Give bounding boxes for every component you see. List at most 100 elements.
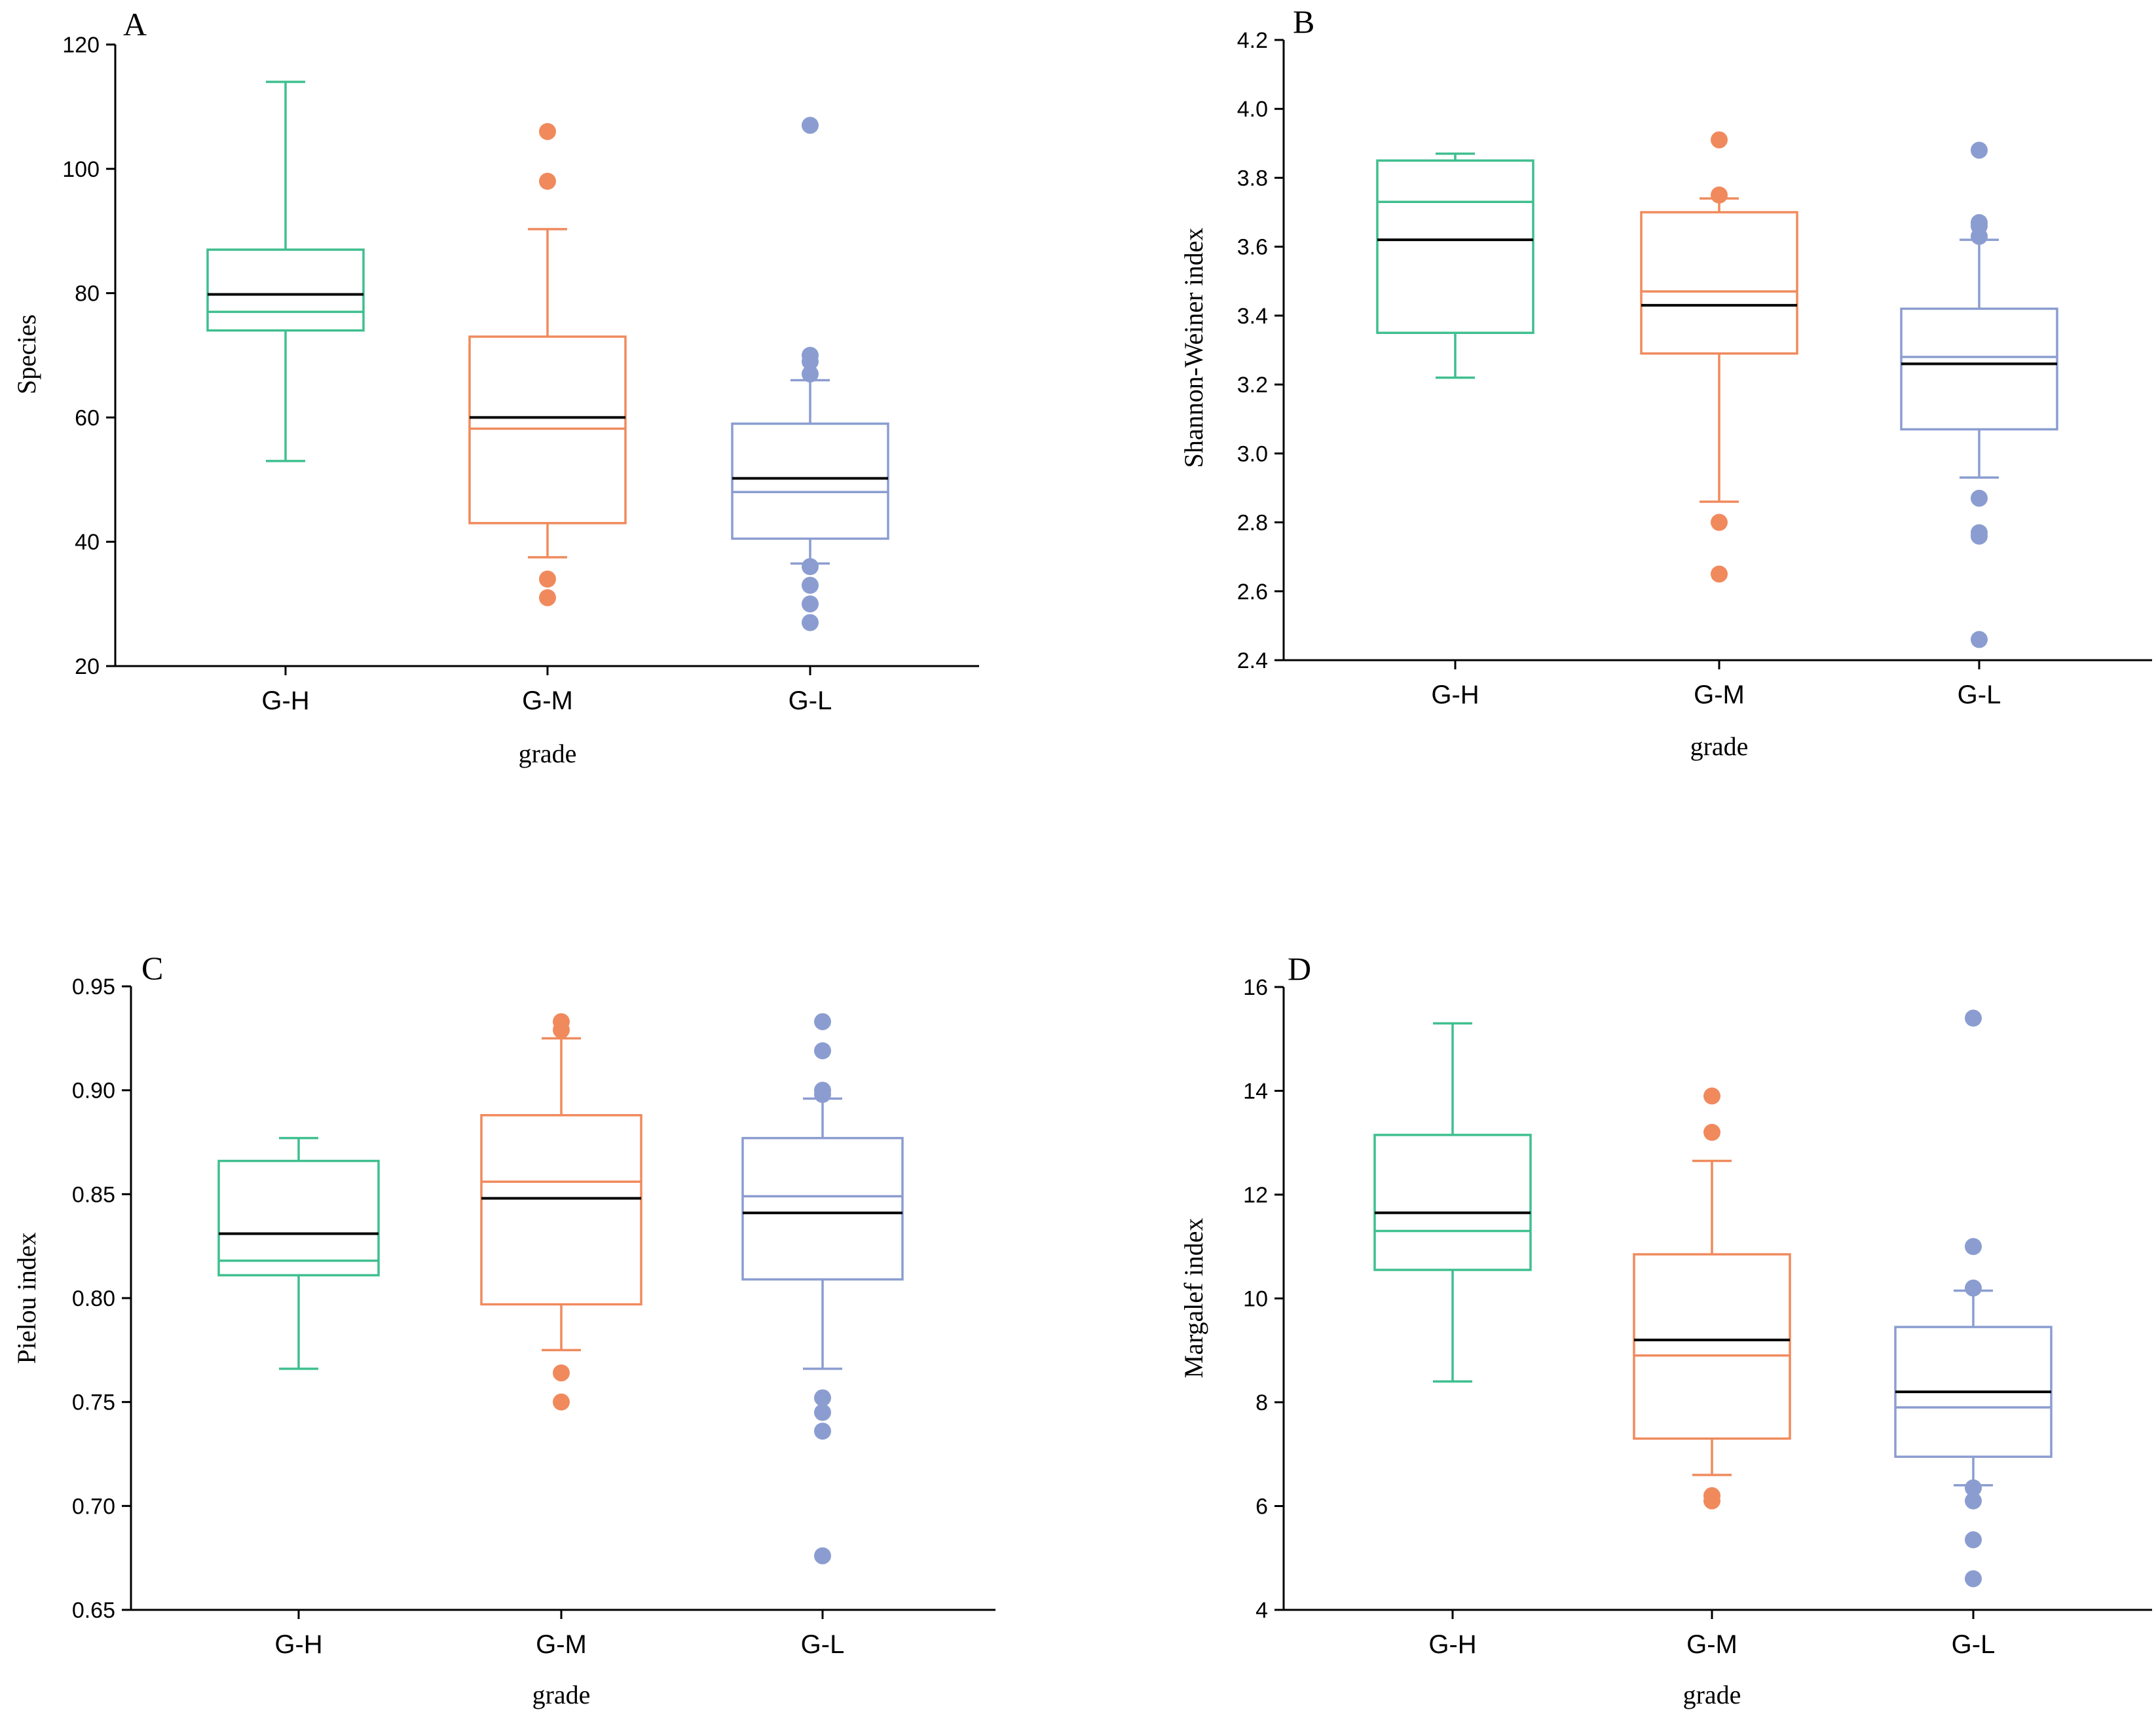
iqr-box [480, 1113, 642, 1306]
panel-a: A Species grade 20 40 60 80 100 120 G-H G-M G-L [12, 6, 979, 768]
outlier-point [1965, 1279, 1982, 1297]
x-tick-label: G-L [789, 686, 832, 715]
panel-label: B [1293, 3, 1314, 40]
outlier-point [1703, 1123, 1720, 1141]
y-axis-title: Pielou index [12, 1232, 41, 1364]
outlier-point [814, 1404, 831, 1421]
outlier-point [814, 1547, 831, 1565]
y-tick-label: 2.8 [1237, 511, 1268, 536]
x-tick-label: G-L [1958, 680, 2001, 709]
outlier-point [539, 589, 556, 606]
outlier-point [553, 1013, 570, 1030]
x-tick-label: G-H [1428, 1630, 1476, 1659]
y-tick-label: 0.65 [72, 1598, 115, 1623]
x-tick-label: G-H [261, 686, 309, 715]
outlier-point [1971, 489, 1988, 507]
outlier-point [802, 595, 819, 613]
outlier-point [1703, 1487, 1720, 1504]
iqr-box [1900, 307, 2058, 431]
outlier-point [539, 122, 556, 140]
y-tick-label: 0.85 [72, 1182, 115, 1207]
iqr-box [468, 335, 627, 525]
y-tick-label: 3.6 [1237, 235, 1268, 260]
outlier-point [1971, 524, 1988, 542]
y-tick-label: 4.2 [1237, 28, 1268, 53]
outlier-point [1965, 1009, 1982, 1027]
x-axis-title: grade [519, 739, 577, 768]
y-tick-label: 10 [1243, 1287, 1268, 1312]
y-tick-label: 2.6 [1237, 580, 1268, 605]
x-tick-label: G-H [274, 1630, 322, 1659]
y-tick-label: 0.95 [72, 975, 115, 999]
iqr-box [206, 248, 365, 332]
plot-area: 0.65 0.70 0.75 0.80 0.85 0.90 0.95 G-H G-M G-L [72, 975, 995, 1659]
x-tick-label: G-M [1694, 680, 1745, 709]
panel-label: A [123, 6, 147, 43]
y-tick-label: 2.4 [1237, 648, 1268, 673]
y-axis-title: Margalef index [1179, 1218, 1208, 1379]
x-axis-title: grade [1683, 1680, 1741, 1709]
panel-label: D [1288, 950, 1311, 987]
iqr-box [1633, 1253, 1791, 1440]
panel-c: C Pielou index grade 0.65 0.70 0.75 0.80 0.8… [12, 950, 995, 1709]
outlier-point [553, 1364, 570, 1382]
plot-area: 2.4 2.6 2.8 3.0 3.2 3.4 3.6 3.8 4.0 4.2 G-H G-M G-L [1237, 28, 2152, 709]
iqr-box [217, 1159, 380, 1276]
y-tick-label: 3.4 [1237, 304, 1268, 329]
y-tick-label: 80 [75, 282, 100, 307]
y-tick-label: 14 [1243, 1079, 1268, 1104]
outlier-point [1711, 565, 1728, 583]
plot-area: 20 40 60 80 100 120 G-H G-M G-L [62, 33, 979, 715]
panel-d: D Margalef index grade 4 6 8 10 12 14 16 G-H G-M… [1179, 950, 2152, 1709]
y-tick-label: 20 [75, 654, 100, 679]
outlier-point [553, 1393, 570, 1411]
y-tick-label: 8 [1255, 1390, 1268, 1415]
outlier-point [1965, 1479, 1982, 1497]
y-tick-label: 3.2 [1237, 373, 1268, 398]
outlier-point [1703, 1087, 1720, 1105]
y-tick-label: 6 [1255, 1495, 1268, 1519]
x-axis-title: grade [1690, 732, 1749, 761]
y-tick-label: 16 [1243, 975, 1268, 1000]
iqr-box [731, 422, 889, 540]
outlier-point [802, 346, 819, 364]
outlier-point [802, 365, 819, 382]
x-tick-label: G-H [1431, 680, 1479, 709]
iqr-box [1373, 1134, 1532, 1271]
y-tick-label: 3.8 [1237, 166, 1268, 191]
x-tick-label: G-M [536, 1630, 587, 1659]
x-axis-title: grade [532, 1680, 591, 1709]
y-axis-title: Species [12, 314, 41, 394]
y-tick-label: 60 [75, 405, 100, 430]
outlier-point [802, 576, 819, 594]
outlier-point [814, 1042, 831, 1060]
y-tick-label: 0.80 [72, 1286, 115, 1311]
x-tick-label: G-M [1686, 1630, 1738, 1659]
panel-b: B Shannon-Weiner index grade 2.4 2.6 2.8 3.… [1179, 3, 2152, 761]
outlier-point [1965, 1492, 1982, 1510]
outlier-point [1965, 1570, 1982, 1588]
y-tick-label: 0.70 [72, 1494, 115, 1519]
outlier-point [1711, 513, 1728, 531]
outlier-point [1971, 141, 1988, 159]
y-tick-label: 40 [75, 530, 100, 555]
y-tick-label: 4.0 [1237, 97, 1268, 122]
outlier-point [814, 1013, 831, 1030]
outlier-point [1965, 1531, 1982, 1549]
outlier-point [814, 1389, 831, 1407]
iqr-box [741, 1136, 904, 1281]
outlier-point [539, 172, 556, 190]
y-tick-label: 3.0 [1237, 441, 1268, 466]
x-tick-label: G-M [522, 686, 573, 715]
outlier-point [814, 1423, 831, 1440]
outlier-point [1971, 214, 1988, 231]
y-tick-label: 0.75 [72, 1390, 115, 1415]
outlier-point [1971, 631, 1988, 648]
y-axis-title: Shannon-Weiner index [1179, 228, 1208, 468]
x-tick-label: G-L [1952, 1630, 1996, 1659]
outlier-point [802, 117, 819, 134]
y-tick-label: 4 [1255, 1598, 1268, 1623]
outlier-point [1711, 131, 1728, 149]
outlier-point [539, 570, 556, 588]
